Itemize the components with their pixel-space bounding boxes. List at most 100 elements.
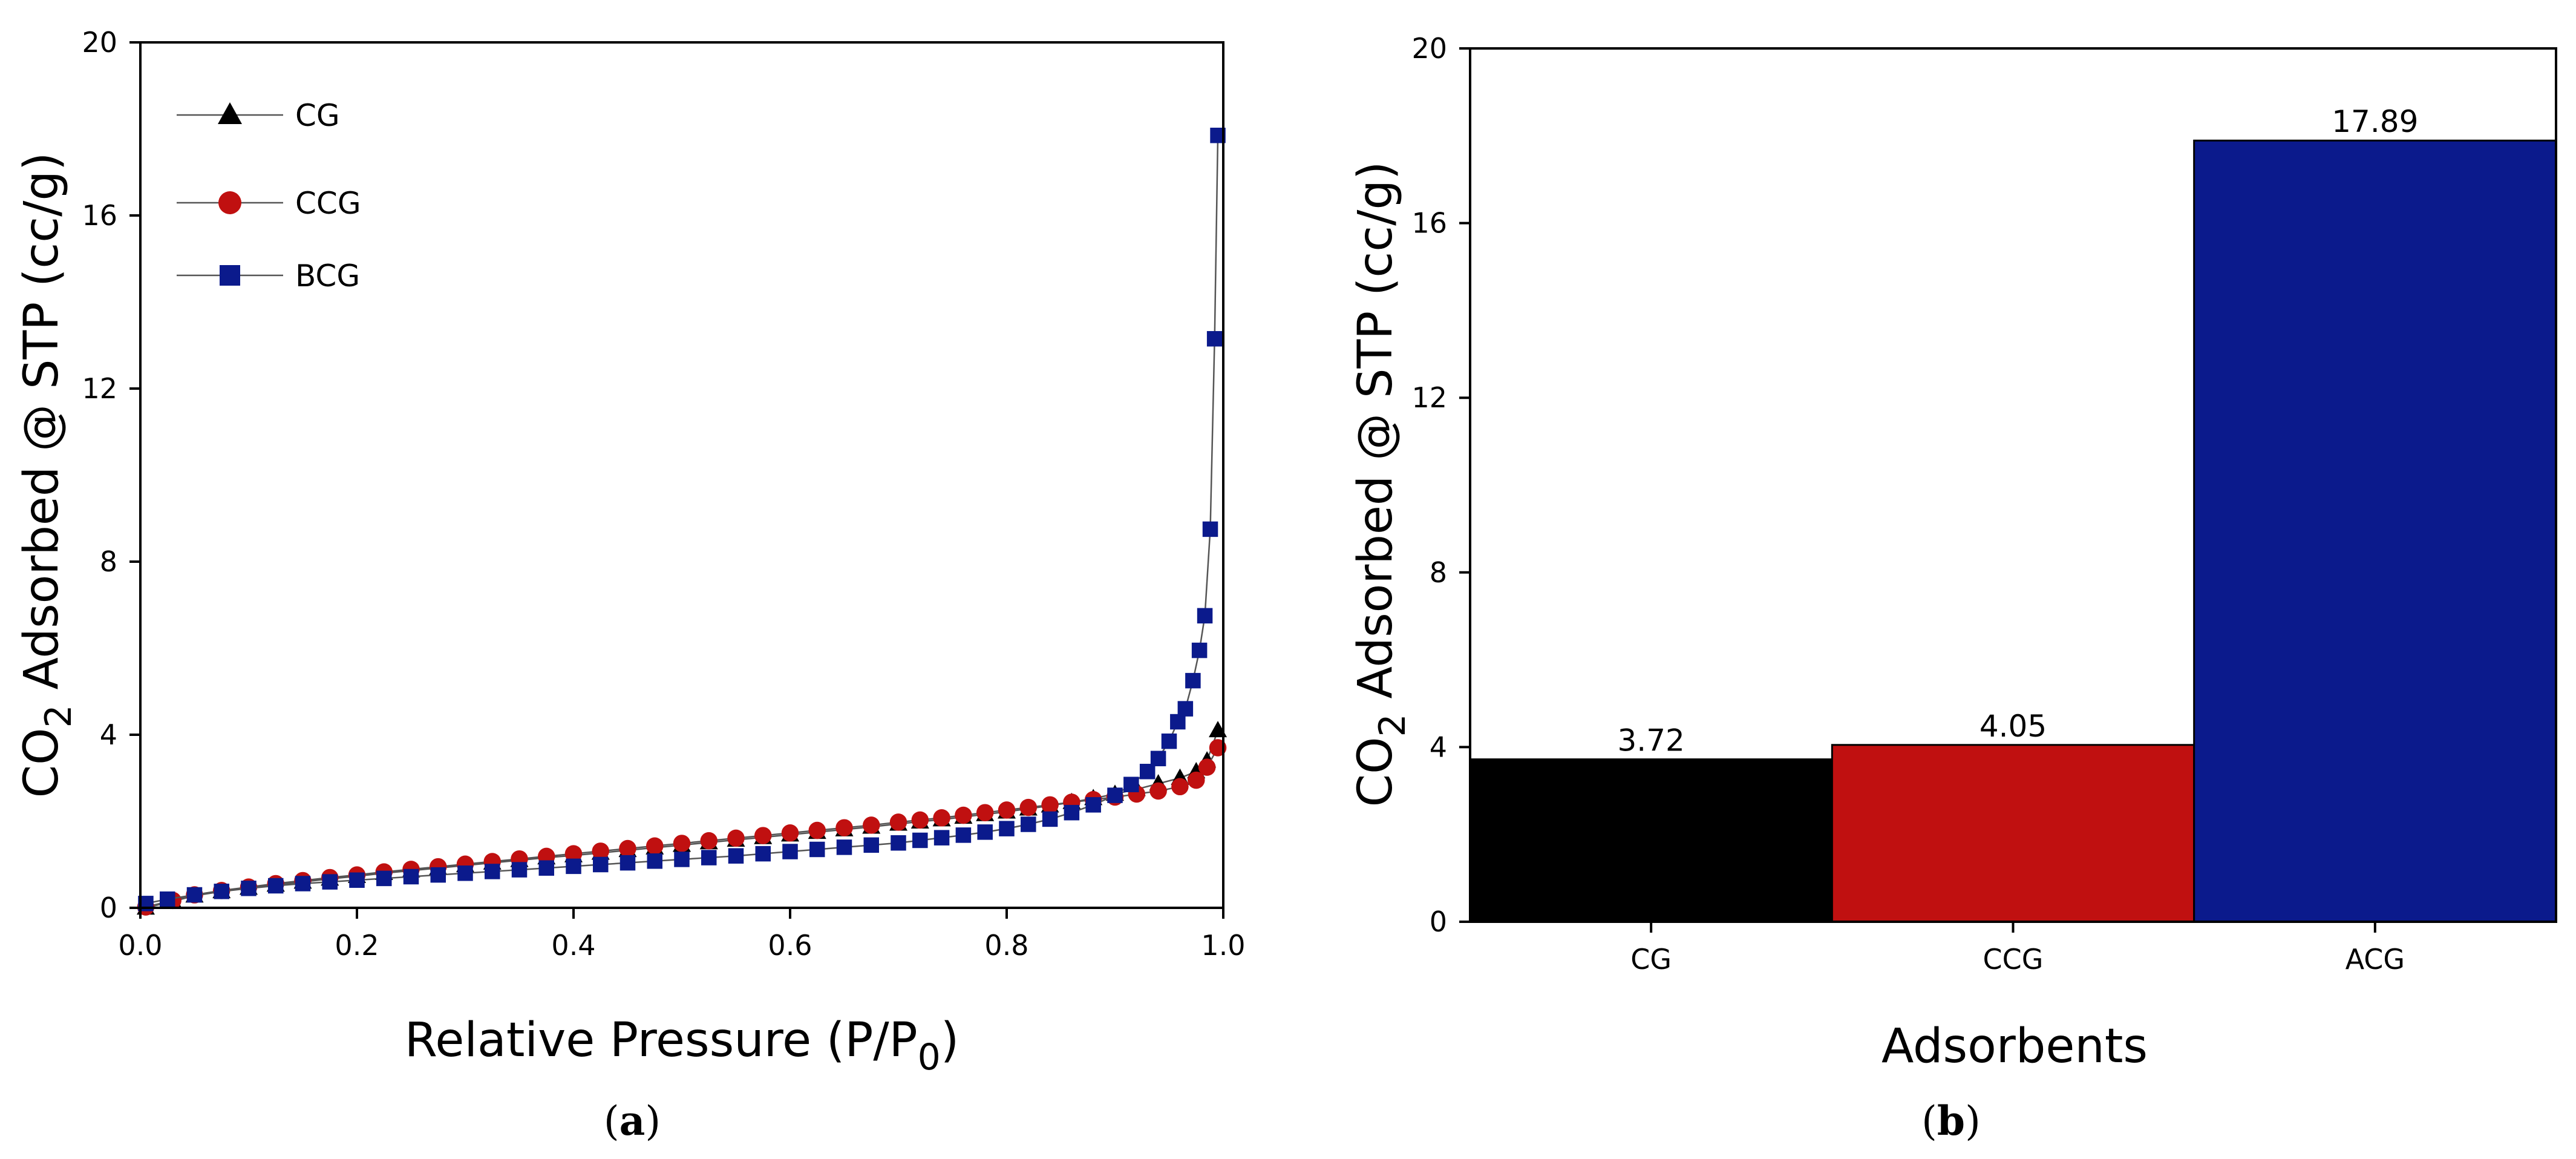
legend-item-cg: CG: [177, 98, 340, 133]
data-point-ccg: [889, 813, 907, 831]
data-point-ccg: [1041, 796, 1059, 814]
data-point-ccg: [1198, 758, 1216, 776]
series-bcg: [138, 127, 1226, 911]
isotherm-chart: 0.0 0.2 0.4 0.6 0.8 1.0 0 4 8 12 16 20 CG CCG BCG Re…: [15, 26, 1246, 1144]
bar-cg: [1469, 758, 1833, 923]
data-point-bcg: [1085, 797, 1101, 813]
bar-y-tick-label: 16: [1411, 207, 1447, 240]
data-point-ccg: [1149, 782, 1167, 800]
data-point-bcg: [674, 852, 690, 867]
data-point-bcg: [376, 870, 392, 887]
bar-x-ticks: CG CCG ACG: [1630, 922, 2405, 976]
isotherm-x-tick-label: 0.8: [984, 929, 1028, 962]
data-point-bcg: [566, 858, 581, 875]
data-point-bcg: [809, 841, 825, 858]
series-line-bcg: [145, 135, 1219, 905]
isotherm-y-tick-label: 0: [100, 891, 117, 924]
bar-y-tick-label: 20: [1411, 32, 1447, 65]
data-point-bcg: [1191, 642, 1208, 658]
data-point-ccg: [754, 827, 772, 844]
data-point-ccg: [1019, 798, 1038, 816]
data-point-bcg: [933, 830, 950, 845]
isotherm-plot-frame: [139, 41, 1224, 909]
isotherm-y-tick-label: 20: [82, 26, 117, 59]
isotherm-x-tick-label: 0.4: [551, 929, 595, 962]
data-point-ccg: [808, 821, 826, 839]
data-point-bcg: [485, 864, 500, 879]
data-point-bcg: [403, 868, 419, 885]
bar-acg: [2193, 139, 2557, 923]
isotherm-y-axis-label: CO2 Adsorbed @ STP (cc/g): [15, 153, 80, 798]
data-point-bcg: [430, 867, 446, 883]
data-point-bcg: [1107, 787, 1123, 803]
data-point-bcg: [1185, 672, 1201, 689]
bar-ccg: [1831, 744, 2195, 923]
bar-y-tick-label: 0: [1430, 905, 1447, 938]
data-point-ccg: [781, 824, 799, 842]
data-point-bcg: [955, 827, 972, 843]
legend-label: CCG: [295, 186, 361, 221]
data-point-bcg: [1206, 331, 1223, 347]
data-point-ccg: [564, 845, 583, 862]
data-point-ccg: [998, 801, 1016, 819]
data-point-bcg: [349, 872, 365, 888]
isotherm-y-tick-label: 16: [82, 199, 117, 232]
data-point-ccg: [727, 829, 745, 847]
data-point-bcg: [1150, 750, 1166, 767]
bar-x-axis-label: Adsorbents: [1881, 1019, 2148, 1074]
data-point-bcg: [1177, 701, 1194, 717]
data-point-ccg: [835, 819, 853, 836]
legend-item-bcg: BCG: [177, 258, 360, 294]
panel-label-b: (b): [1921, 1097, 1981, 1144]
data-point-bcg: [241, 881, 257, 896]
data-point-ccg: [592, 842, 609, 860]
data-point-ccg: [863, 816, 880, 834]
bar-x-tick-label: CCG: [1983, 943, 2044, 976]
data-point-bcg: [1170, 714, 1186, 730]
data-point-bcg: [728, 848, 744, 864]
data-point-bcg: [1021, 816, 1036, 832]
data-point-bcg: [999, 821, 1015, 836]
data-point-ccg: [976, 804, 994, 821]
data-point-bcg: [186, 887, 203, 903]
data-point-bcg: [214, 884, 229, 899]
data-point-bcg: [322, 874, 338, 890]
isotherm-x-axis-label: Relative Pressure (P/P0): [405, 1013, 959, 1079]
data-point-bcg: [593, 856, 609, 873]
adsorbents-bar-chart: 3.72 4.05 17.89 CG CCG ACG 0 4 8 12 16 20 Adsorbe…: [1348, 32, 2557, 1144]
bar-y-tick-label: 8: [1430, 556, 1447, 589]
data-point-bcg: [863, 837, 879, 853]
data-point-ccg: [673, 835, 691, 852]
legend-marker-bcg: [220, 265, 240, 286]
data-point-bcg: [1042, 811, 1058, 827]
bar-y-tick-label: 4: [1430, 731, 1447, 763]
data-point-bcg: [647, 853, 662, 869]
isotherm-legend: CG CCG BCG: [177, 98, 361, 294]
legend-marker-cg: [218, 102, 242, 124]
data-point-bcg: [1139, 764, 1156, 780]
data-point-bcg: [1161, 733, 1177, 749]
data-point-ccg: [700, 832, 718, 850]
data-point-bcg: [1123, 776, 1139, 792]
legend-marker-ccg: [218, 191, 241, 214]
bar-value-label: 17.89: [2332, 104, 2418, 139]
data-point-ccg: [955, 806, 972, 824]
data-point-bcg: [912, 832, 928, 849]
data-point-bcg: [1197, 608, 1213, 624]
isotherm-x-tick-label: 1.0: [1201, 929, 1245, 962]
bar-x-tick-label: ACG: [2346, 943, 2405, 976]
data-point-ccg: [933, 809, 950, 827]
data-point-bcg: [511, 862, 528, 878]
isotherm-y-ticks: 0 4 8 12 16 20: [82, 26, 140, 924]
data-point-bcg: [538, 860, 554, 876]
data-point-ccg: [646, 837, 664, 855]
data-point-bcg: [1064, 804, 1080, 821]
data-point-bcg: [755, 845, 771, 862]
data-point-bcg: [782, 844, 798, 859]
data-point-bcg: [977, 824, 993, 840]
data-point-bcg: [160, 891, 175, 907]
isotherm-x-tick-label: 0.0: [118, 929, 162, 962]
data-point-bcg: [268, 878, 284, 894]
isotherm-y-tick-label: 12: [82, 372, 117, 405]
data-point-bcg: [457, 865, 473, 881]
